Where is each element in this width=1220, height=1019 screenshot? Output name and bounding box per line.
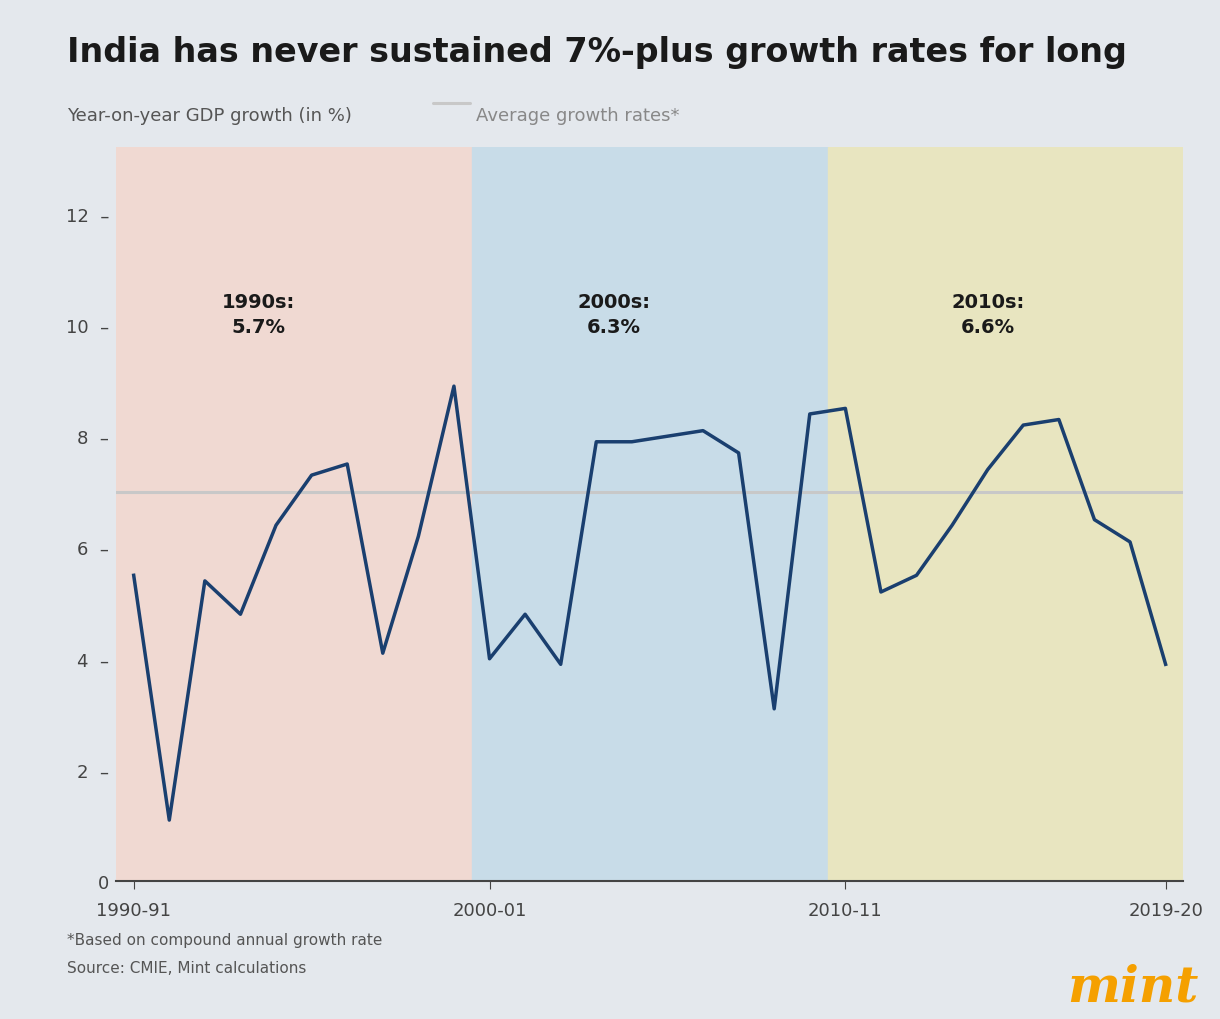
Text: *Based on compound annual growth rate: *Based on compound annual growth rate xyxy=(67,932,383,948)
Text: 2000s:
6.3%: 2000s: 6.3% xyxy=(577,292,650,336)
Bar xyxy=(472,148,827,881)
Text: 1990s:
5.7%: 1990s: 5.7% xyxy=(222,292,295,336)
Bar xyxy=(827,148,1183,881)
Text: Source: CMIE, Mint calculations: Source: CMIE, Mint calculations xyxy=(67,960,306,975)
Text: mint: mint xyxy=(1068,963,1199,1012)
Text: 2010s:
6.6%: 2010s: 6.6% xyxy=(952,292,1025,336)
Bar xyxy=(116,148,472,881)
Text: Year-on-year GDP growth (in %): Year-on-year GDP growth (in %) xyxy=(67,107,353,125)
Text: Average growth rates*: Average growth rates* xyxy=(476,107,680,125)
Text: India has never sustained 7%-plus growth rates for long: India has never sustained 7%-plus growth… xyxy=(67,36,1127,68)
